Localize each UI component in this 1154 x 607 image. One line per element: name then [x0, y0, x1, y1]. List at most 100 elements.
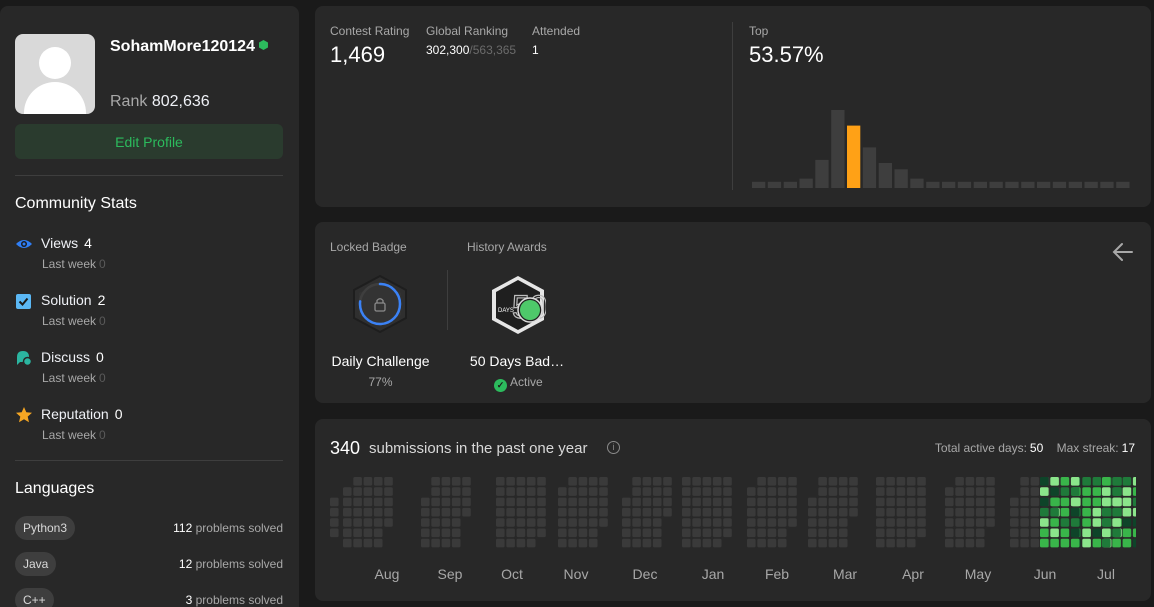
heatmap-cell[interactable] [886, 487, 895, 496]
heatmap-cell[interactable] [828, 518, 838, 527]
histogram-bar[interactable] [910, 178, 924, 188]
heatmap-cell[interactable] [558, 507, 567, 517]
heatmap-cell[interactable] [421, 528, 430, 538]
heatmap-cell[interactable] [599, 497, 608, 507]
heatmap-cell[interactable] [955, 518, 964, 527]
heatmap-cell[interactable] [1082, 507, 1091, 517]
heatmap-cell[interactable] [682, 497, 691, 507]
heatmap-cell[interactable] [906, 507, 916, 517]
heatmap-cell[interactable] [353, 528, 362, 538]
heatmap-cell[interactable] [451, 507, 461, 517]
heatmap-cell[interactable] [526, 487, 536, 496]
heatmap-cell[interactable] [431, 507, 440, 517]
heatmap-cell[interactable] [599, 507, 608, 517]
histogram-bar[interactable] [815, 159, 829, 188]
heatmap-cell[interactable] [516, 518, 526, 527]
heatmap-cell-active[interactable] [1132, 518, 1136, 527]
heatmap-cell[interactable] [849, 497, 858, 507]
histogram-bar[interactable] [799, 178, 813, 188]
heatmap-cell[interactable] [818, 528, 827, 538]
heatmap-cell[interactable] [975, 507, 985, 517]
histogram-bar[interactable] [926, 181, 940, 188]
heatmap-cell[interactable] [917, 528, 926, 538]
heatmap-cell[interactable] [353, 477, 362, 486]
heatmap-cell-active[interactable] [1132, 497, 1136, 507]
heatmap-cell-active[interactable] [1112, 477, 1121, 486]
heatmap-cell[interactable] [663, 497, 672, 507]
heatmap-cell[interactable] [558, 497, 567, 507]
heatmap-cell[interactable] [896, 477, 906, 486]
heatmap-cell[interactable] [1030, 538, 1040, 548]
histogram-bar[interactable] [878, 163, 892, 188]
heatmap-cell[interactable] [421, 538, 430, 548]
heatmap-cell[interactable] [441, 477, 451, 486]
heatmap-cell[interactable] [363, 477, 373, 486]
heatmap-cell[interactable] [747, 518, 756, 527]
heatmap-cell-active[interactable] [1060, 538, 1070, 548]
heatmap-cell[interactable] [986, 497, 995, 507]
heatmap-cell[interactable] [462, 507, 471, 517]
heatmap-cell[interactable] [777, 507, 787, 517]
heatmap-cell[interactable] [353, 497, 362, 507]
histogram-bar[interactable] [1005, 181, 1019, 188]
heatmap-cell[interactable] [516, 477, 526, 486]
heatmap-cell[interactable] [955, 497, 964, 507]
daily-challenge-badge-icon[interactable] [352, 274, 408, 334]
heatmap-cell[interactable] [537, 528, 546, 538]
heatmap-cell[interactable] [632, 477, 641, 486]
heatmap-cell[interactable] [652, 518, 662, 527]
heatmap-cell[interactable] [828, 507, 838, 517]
histogram-bar[interactable] [1037, 181, 1051, 188]
heatmap-cell[interactable] [384, 518, 393, 527]
heatmap-cell[interactable] [1020, 518, 1029, 527]
fifty-days-badge-icon[interactable]: 50 DAYS [490, 274, 546, 336]
heatmap-cell[interactable] [588, 528, 598, 538]
heatmap-cell[interactable] [421, 497, 430, 507]
heatmap-cell[interactable] [945, 528, 954, 538]
heatmap-cell-active[interactable] [1060, 477, 1070, 486]
heatmap-cell[interactable] [642, 487, 652, 496]
heatmap-cell-active[interactable] [1132, 477, 1136, 486]
heatmap-cell[interactable] [777, 528, 787, 538]
heatmap-cell[interactable] [363, 497, 373, 507]
heatmap-cell-active[interactable] [1040, 487, 1049, 496]
heatmap-cell[interactable] [975, 477, 985, 486]
histogram-bar[interactable] [957, 181, 972, 188]
heatmap-cell[interactable] [1010, 528, 1019, 538]
heatmap-cell[interactable] [421, 518, 430, 527]
heatmap-cell[interactable] [663, 487, 672, 496]
heatmap-cell[interactable] [767, 507, 777, 517]
heatmap-cell[interactable] [747, 487, 756, 496]
heatmap-cell[interactable] [516, 538, 526, 548]
heatmap-cell[interactable] [702, 497, 712, 507]
heatmap-cell[interactable] [588, 538, 598, 548]
heatmap-cell[interactable] [955, 477, 964, 486]
heatmap-cell-active[interactable] [1060, 528, 1070, 538]
heatmap-cell[interactable] [886, 538, 895, 548]
heatmap-cell[interactable] [343, 538, 352, 548]
heatmap-cell[interactable] [588, 507, 598, 517]
heatmap-cell-active[interactable] [1050, 507, 1059, 517]
heatmap-cell[interactable] [578, 528, 588, 538]
heatmap-cell[interactable] [1030, 518, 1040, 527]
heatmap-cell[interactable] [788, 477, 797, 486]
heatmap-cell-active[interactable] [1070, 518, 1080, 527]
heatmap-cell[interactable] [723, 528, 732, 538]
heatmap-cell[interactable] [723, 507, 732, 517]
rating-distribution-histogram[interactable] [752, 66, 1132, 188]
heatmap-cell[interactable] [975, 538, 985, 548]
heatmap-cell[interactable] [712, 518, 722, 527]
heatmap-cell[interactable] [702, 538, 712, 548]
heatmap-cell[interactable] [818, 487, 827, 496]
heatmap-cell[interactable] [986, 477, 995, 486]
histogram-bar[interactable] [767, 181, 782, 188]
heatmap-cell[interactable] [723, 518, 732, 527]
heatmap-cell[interactable] [828, 528, 838, 538]
heatmap-cell[interactable] [757, 538, 766, 548]
heatmap-cell[interactable] [363, 528, 373, 538]
heatmap-cell[interactable] [431, 528, 440, 538]
heatmap-cell[interactable] [838, 507, 848, 517]
heatmap-cell[interactable] [441, 518, 451, 527]
heatmap-cell[interactable] [1092, 477, 1102, 486]
heatmap-cell[interactable] [496, 487, 505, 496]
